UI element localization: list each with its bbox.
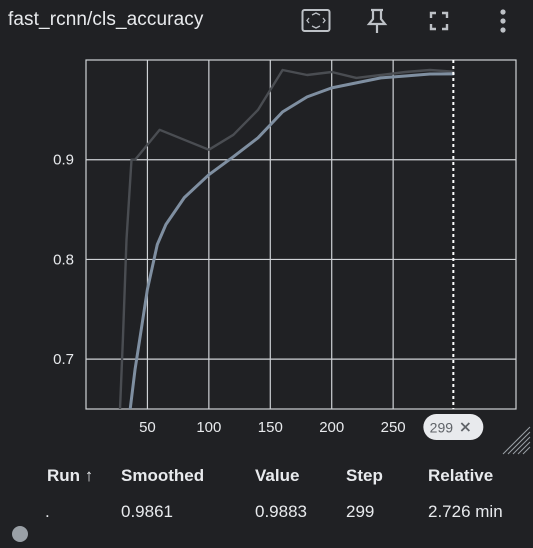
y-tick-label: 0.8: [53, 251, 74, 268]
y-tick-label: 0.7: [53, 351, 74, 368]
line-chart[interactable]: 50 100 150 200 250 0.7 0.8 0.9 299: [0, 44, 533, 464]
cell-value: 0.9883: [255, 502, 307, 521]
smoothed-series-line: [128, 72, 455, 409]
y-tick-label: 0.9: [53, 152, 74, 169]
resize-handle-icon[interactable]: [502, 426, 531, 455]
header-value[interactable]: Value: [255, 466, 300, 485]
cell-run: .: [45, 502, 50, 521]
x-tick-label: 50: [139, 419, 156, 436]
plot-frame: [85, 59, 517, 410]
card-title: fast_rcnn/cls_accuracy: [8, 9, 204, 30]
x-tick-label: 150: [258, 419, 283, 436]
x-tick-label: 100: [196, 419, 221, 436]
card-header: fast_rcnn/cls_accuracy: [0, 0, 533, 44]
header-smoothed[interactable]: Smoothed: [121, 466, 205, 485]
x-tick-label: 200: [319, 419, 344, 436]
pin-icon[interactable]: [362, 6, 392, 36]
step-cursor-label: 299: [430, 420, 454, 436]
header-relative[interactable]: Relative: [428, 466, 494, 485]
fullscreen-icon[interactable]: [424, 6, 454, 36]
fit-domain-icon[interactable]: [301, 6, 331, 36]
more-vert-icon[interactable]: [488, 6, 518, 36]
run-color-dot[interactable]: [12, 526, 28, 542]
raw-series-line: [118, 68, 455, 409]
step-cursor-badge[interactable]: [423, 414, 484, 440]
header-step[interactable]: Step: [346, 466, 383, 485]
cell-step: 299: [346, 502, 375, 521]
cell-smoothed: 0.9861: [121, 502, 173, 521]
close-icon[interactable]: [460, 422, 470, 432]
x-tick-label: 250: [381, 419, 406, 436]
cell-relative: 2.726 min: [428, 502, 503, 521]
chart-area[interactable]: 50 100 150 200 250 0.7 0.8 0.9 299: [0, 44, 533, 464]
run-table: Run ↑ Smoothed Value Step Relative . 0.9…: [0, 462, 533, 548]
header-run[interactable]: Run ↑: [47, 466, 94, 485]
